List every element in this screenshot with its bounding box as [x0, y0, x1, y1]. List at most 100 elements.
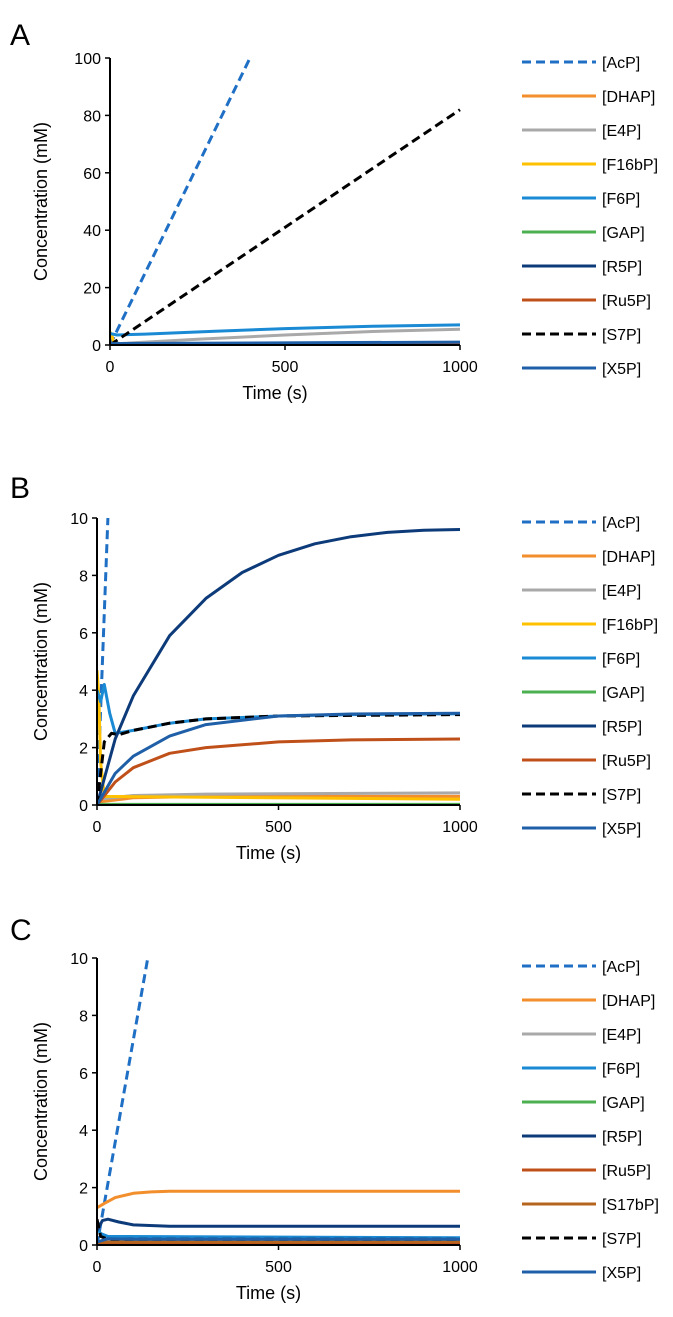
y-tick-label: 4 — [79, 1123, 88, 1140]
legend-label: [R5P] — [602, 259, 642, 276]
legend-label: [R5P] — [602, 719, 642, 736]
x-tick-label: 0 — [106, 359, 115, 376]
chart-panel-b: B 0 2 4 6 8 10 0 500 1000 Time (s) Concentration (m… — [10, 472, 658, 863]
x-axis-label: Time (s) — [236, 1283, 301, 1303]
series-line-x5p — [97, 1237, 460, 1244]
legend-label: [DHAP] — [602, 89, 655, 106]
legend-label: [E4P] — [602, 123, 641, 140]
x-tick-label: 500 — [265, 819, 292, 836]
legend: [AcP] [DHAP] [E4P] [F16bP] [F6P] [GAP] [R5P] [R… — [522, 55, 658, 378]
series-line-f16bp — [97, 669, 461, 801]
legend-item: [S7P] — [522, 787, 641, 804]
legend-label: [AcP] — [602, 55, 640, 72]
x-tick-label: 0 — [93, 1259, 102, 1276]
y-tick-label: 8 — [79, 1008, 88, 1025]
series-line-dhap — [97, 1189, 460, 1209]
legend-label: [S7P] — [602, 787, 641, 804]
legend-item: [GAP] — [522, 685, 645, 702]
y-tick-label: 0 — [79, 1238, 88, 1255]
legend-item: [R5P] — [522, 259, 642, 276]
y-tick-label: 0 — [79, 798, 88, 815]
legend-label: [Ru5P] — [602, 753, 651, 770]
series-line-ru5p — [97, 737, 461, 805]
legend-item: [R5P] — [522, 719, 642, 736]
legend-item: [DHAP] — [522, 89, 655, 106]
y-tick-label: 100 — [74, 51, 101, 68]
x-tick-label: 1000 — [442, 819, 478, 836]
legend-item: [DHAP] — [522, 549, 655, 566]
legend-item: [E4P] — [522, 583, 641, 600]
panel-letter: B — [10, 472, 30, 505]
x-axis-label: Time (s) — [242, 383, 307, 403]
x-tick-label: 0 — [93, 819, 102, 836]
y-tick-label: 80 — [83, 108, 101, 125]
legend-label: [S7P] — [602, 1231, 641, 1248]
y-tick-label: 8 — [79, 568, 88, 585]
series-line-x5p — [97, 711, 461, 805]
legend-label: [GAP] — [602, 225, 645, 242]
legend-label: [F6P] — [602, 191, 640, 208]
series-line-r5p — [97, 1217, 460, 1232]
series-line-x5p — [110, 340, 461, 345]
legend-label: [E4P] — [602, 583, 641, 600]
series-lines — [97, 517, 461, 805]
legend-item: [S7P] — [522, 327, 641, 344]
y-tick-label: 40 — [83, 223, 101, 240]
legend-label: [F16bP] — [602, 617, 658, 634]
series-line-f6p — [97, 1226, 461, 1240]
legend-item: [X5P] — [522, 1265, 641, 1282]
series-line-e4p — [110, 327, 461, 345]
legend-item: [Ru5P] — [522, 753, 651, 770]
series-line-s17bp — [97, 1240, 461, 1244]
series-line-acp — [110, 57, 252, 345]
series-line-s7p — [110, 108, 461, 345]
legend-item: [E4P] — [522, 1027, 641, 1044]
legend-item: [R5P] — [522, 1129, 642, 1146]
legend-label: [Ru5P] — [602, 1163, 651, 1180]
legend-item: [E4P] — [522, 123, 641, 140]
legend-item: [AcP] — [522, 515, 640, 532]
x-tick-label: 500 — [272, 359, 299, 376]
y-tick-label: 2 — [79, 741, 88, 758]
legend-item: [F16bP] — [522, 617, 658, 634]
legend-label: [F6P] — [602, 651, 640, 668]
legend: [AcP] [DHAP] [E4P] [F6P] [GAP] [R5P] [Ru5P] [S1… — [522, 959, 659, 1282]
legend-label: [R5P] — [602, 1129, 642, 1146]
y-tick-label: 10 — [70, 511, 88, 528]
x-tick-label: 1000 — [442, 359, 478, 376]
legend-label: [GAP] — [602, 1095, 645, 1112]
legend-label: [F6P] — [602, 1061, 640, 1078]
y-tick-label: 4 — [79, 683, 88, 700]
legend-label: [Ru5P] — [602, 293, 651, 310]
legend-item: [AcP] — [522, 55, 640, 72]
legend-item: [Ru5P] — [522, 1163, 651, 1180]
y-axis-label: Concentration (mM) — [31, 122, 51, 281]
legend-item: [X5P] — [522, 361, 641, 378]
y-tick-label: 0 — [92, 338, 101, 355]
legend-item: [F6P] — [522, 651, 640, 668]
legend-item: [Ru5P] — [522, 293, 651, 310]
legend-item: [DHAP] — [522, 993, 655, 1010]
legend-label: [X5P] — [602, 821, 641, 838]
legend-item: [F6P] — [522, 191, 640, 208]
legend-label: [AcP] — [602, 515, 640, 532]
legend-label: [X5P] — [602, 1265, 641, 1282]
series-lines — [97, 957, 461, 1245]
series-line-f6p — [110, 323, 461, 337]
legend-label: [DHAP] — [602, 993, 655, 1010]
x-axis-label: Time (s) — [236, 843, 301, 863]
y-tick-label: 60 — [83, 166, 101, 183]
legend-label: [F16bP] — [602, 157, 658, 174]
legend-label: [AcP] — [602, 959, 640, 976]
y-tick-label: 6 — [79, 1066, 88, 1083]
x-tick-label: 1000 — [442, 1259, 478, 1276]
series-lines — [110, 57, 461, 345]
series-line-acp — [97, 957, 150, 1245]
legend-item: [S7P] — [522, 1231, 641, 1248]
y-axis-label: Concentration (mM) — [31, 1022, 51, 1181]
panel-letter: A — [10, 19, 30, 52]
legend-label: [S7P] — [602, 327, 641, 344]
y-tick-label: 20 — [83, 281, 101, 298]
